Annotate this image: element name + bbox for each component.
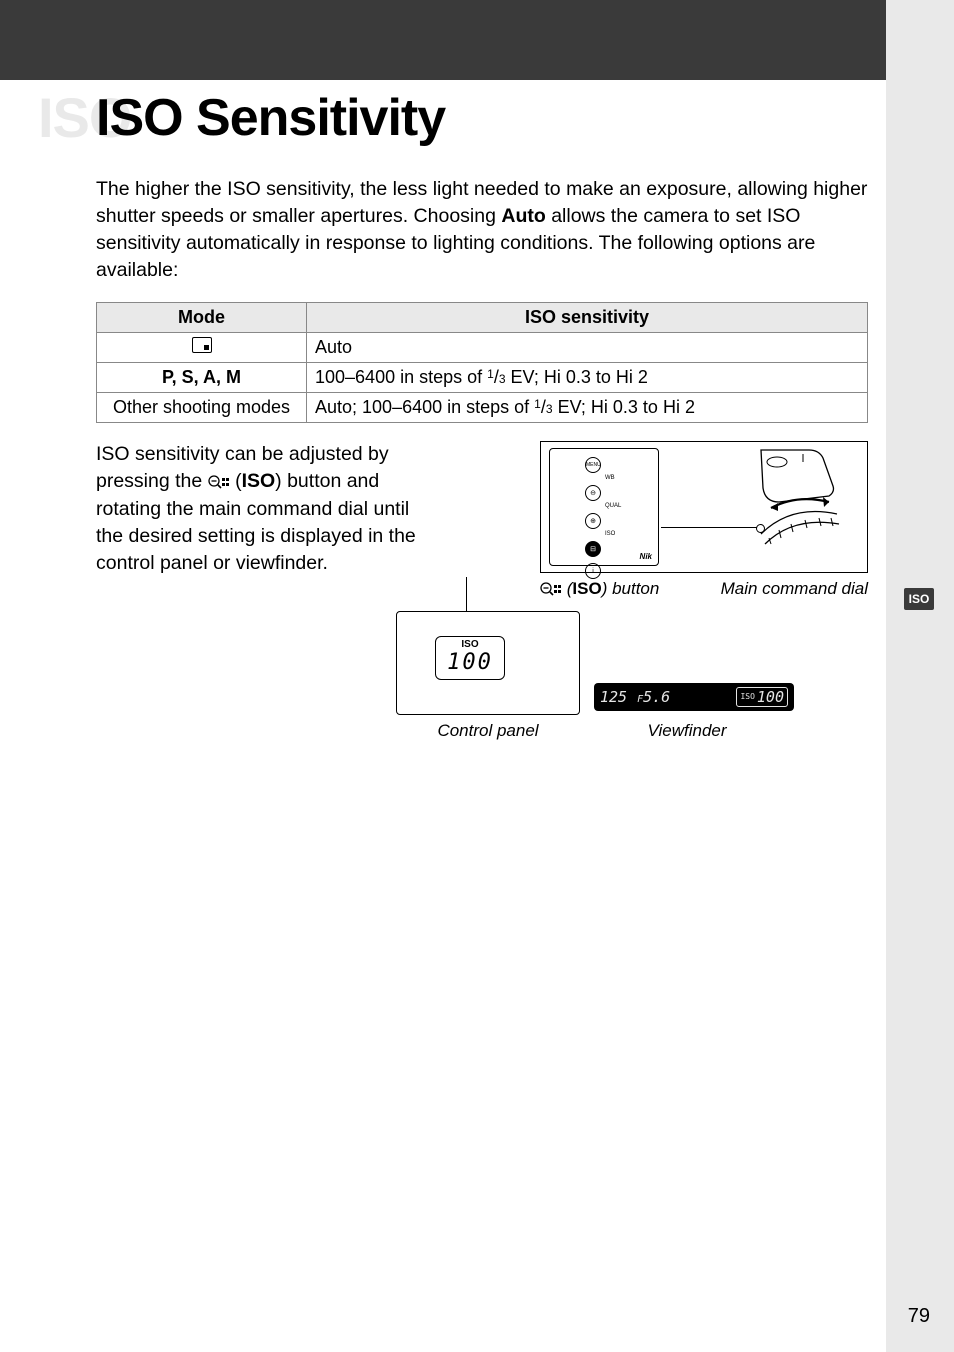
control-panel-display: ISO 100	[396, 611, 580, 715]
qual-label: QUAL	[605, 503, 621, 509]
iso-other-pre: Auto; 100–6400 in steps of	[315, 397, 534, 417]
diagram-pointer-line	[661, 527, 761, 528]
right-light-band	[886, 0, 954, 1352]
iso-cell-other: Auto; 100–6400 in steps of 1/3 EV; Hi 0.…	[307, 392, 868, 422]
page-number: 79	[908, 1305, 930, 1328]
iso-psam-post: EV; Hi 0.3 to Hi 2	[506, 367, 648, 387]
zoom-out-iso-icon	[540, 581, 562, 601]
mode-cell-auto	[97, 332, 307, 362]
nikon-brand-label: Nik	[640, 552, 652, 561]
frac-den: 3	[546, 402, 553, 416]
viewfinder-iso-label: ISO	[740, 692, 754, 701]
viewfinder-iso-value: 100	[757, 688, 784, 706]
cap-pre: (	[562, 579, 572, 598]
table-row: Other shooting modes Auto; 100–6400 in s…	[97, 392, 868, 422]
diagram-area: MENU WB ⊖ QUAL ⊕ ISO ⊟ i Nik	[426, 441, 868, 741]
control-panel-caption: Control panel	[396, 721, 580, 741]
command-dial-illustration	[751, 494, 847, 564]
viewfinder-display: 125 F5.6 ISO 100	[594, 683, 794, 711]
iso-button-highlighted-icon: ⊟	[585, 541, 601, 557]
auto-mode-icon	[192, 337, 212, 353]
camera-body-outline: MENU WB ⊖ QUAL ⊕ ISO ⊟ i Nik	[549, 448, 659, 566]
mode-cell-psam: P, S, A, M	[97, 362, 307, 392]
viewfinder-caption: Viewfinder	[580, 721, 794, 741]
viewfinder-iso-box: ISO 100	[736, 687, 788, 707]
intro-auto-bold: Auto	[501, 205, 545, 227]
frac-num: 1	[534, 397, 541, 411]
camera-diagram: MENU WB ⊖ QUAL ⊕ ISO ⊟ i Nik	[540, 441, 868, 573]
wb-label: WB	[605, 475, 621, 481]
control-panel-iso-label: ISO	[436, 639, 504, 650]
table-row: P, S, A, M 100–6400 in steps of 1/3 EV; …	[97, 362, 868, 392]
iso-cell-psam: 100–6400 in steps of 1/3 EV; Hi 0.3 to H…	[307, 362, 868, 392]
info-button-icon: i	[585, 563, 601, 579]
table-header-mode: Mode	[97, 302, 307, 332]
qual-button-icon: ⊕	[585, 513, 601, 529]
panel-captions: Control panel Viewfinder	[396, 721, 796, 741]
viewfinder-shutter: 125	[600, 688, 627, 706]
intro-paragraph: The higher the ISO sensitivity, the less…	[96, 176, 868, 284]
viewfinder-aperture: F5.6	[637, 688, 670, 706]
menu-button-icon: MENU	[585, 457, 601, 473]
mode-cell-other: Other shooting modes	[97, 392, 307, 422]
table-header-iso: ISO sensitivity	[307, 302, 868, 332]
frac-num: 1	[487, 367, 494, 381]
iso-cell-auto: Auto	[307, 332, 868, 362]
wb-button-icon: ⊖	[585, 485, 601, 501]
iso-psam-pre: 100–6400 in steps of	[315, 367, 487, 387]
main-command-dial-caption: Main command dial	[690, 579, 868, 601]
panel-connector-line	[466, 577, 467, 611]
page-title: ISO Sensitivity	[96, 88, 868, 148]
adjust-paragraph: ISO sensitivity can be adjusted by press…	[96, 441, 426, 741]
iso-modes-table: Mode ISO sensitivity Auto P, S, A, M 100…	[96, 302, 868, 423]
control-panel-iso-value: 100	[436, 650, 504, 675]
zoom-out-iso-icon	[208, 470, 230, 497]
frac-den: 3	[499, 372, 506, 386]
para2-iso-bold: ISO	[242, 470, 276, 492]
display-panels: ISO 100 125 F5.6 ISO 100	[396, 611, 796, 715]
top-dark-band	[0, 0, 954, 80]
table-row: Auto	[97, 332, 868, 362]
iso-label-small: ISO	[605, 531, 621, 537]
control-panel-iso-box: ISO 100	[435, 636, 505, 680]
camera-button-stack: MENU WB ⊖ QUAL ⊕ ISO ⊟ i	[585, 457, 621, 585]
iso-other-post: EV; Hi 0.3 to Hi 2	[553, 397, 695, 417]
side-tab-iso: ISO	[904, 588, 934, 610]
content-area: ISO Sensitivity The higher the ISO sensi…	[96, 80, 868, 741]
